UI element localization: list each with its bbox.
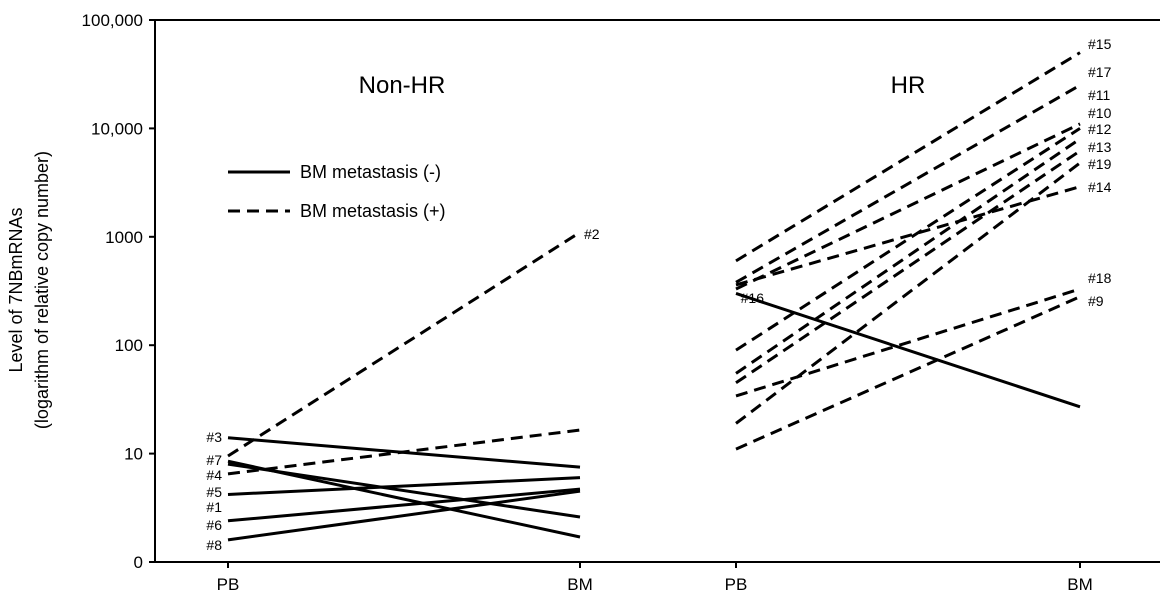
series-label-n13: #13	[1088, 139, 1112, 155]
series-label-n12: #12	[1088, 121, 1112, 137]
series-layer: #2 #3 #7#4#5#1 #6 #8 #16 #15 #17 #11 #10#12 #13#19…	[206, 36, 1111, 553]
series-line-n13	[735, 149, 1081, 385]
series-label-n2: #2	[584, 226, 600, 242]
y-tick-label: 0	[134, 553, 143, 572]
series-line-n12	[735, 137, 1081, 375]
series-label-n14: #14	[1088, 179, 1112, 195]
series-label-n8: #8	[206, 537, 222, 553]
series-label-n11: #11	[1088, 87, 1111, 103]
series-label-n19: #19	[1088, 156, 1112, 172]
series-label-n6: #6	[206, 517, 222, 533]
y-tick-label: 1000	[105, 228, 143, 247]
series-label-n4: #4	[206, 467, 222, 483]
y-axis-title-line-2: (logarithm of relative copy number)	[32, 151, 52, 429]
series-line-n16	[735, 292, 1081, 409]
series-label-n7: #7	[206, 452, 222, 468]
panel-title-non-hr: Non-HR	[359, 72, 446, 99]
y-tick-label: 10,000	[91, 119, 143, 138]
series-line-n4	[227, 462, 581, 519]
series-label-n17: #17	[1088, 64, 1112, 80]
series-line-n17	[735, 83, 1081, 284]
series-label-n16: #16	[741, 290, 765, 306]
series-line-n8	[227, 489, 581, 542]
series-line-n2	[227, 231, 581, 458]
series-label-n18: #18	[1088, 270, 1112, 286]
series-line-n19	[735, 161, 1081, 425]
series-line-n18	[735, 287, 1081, 398]
legend-label-bm-metastasis-positive: BM metastasis (+)	[300, 201, 446, 221]
series-line-n10	[735, 127, 1081, 352]
x-tick-label: BM	[567, 575, 593, 594]
series-line-n1	[227, 476, 581, 496]
series-line-n14	[735, 185, 1081, 287]
series-label-n9: #9	[1088, 293, 1104, 309]
x-tick-label: BM	[1067, 575, 1093, 594]
series-label-n3: #3	[206, 429, 222, 445]
series-line-n11	[735, 122, 1081, 291]
series-line-n6	[227, 487, 581, 523]
y-tick-label: 10	[124, 445, 143, 464]
y-tick-label: 100	[115, 336, 143, 355]
series-line-n9	[735, 295, 1081, 451]
series-label-n5: #5	[206, 484, 222, 500]
series-label-n15: #15	[1088, 36, 1112, 52]
series-label-n10: #10	[1088, 105, 1112, 121]
y-axis-title-line-1: Level of 7NBmRNAs	[6, 207, 26, 372]
y-tick-label: 100,000	[82, 11, 143, 30]
panel-title-hr: HR	[891, 72, 926, 99]
x-tick-label: PB	[725, 575, 748, 594]
legend-label-bm-metastasis-negative: BM metastasis (-)	[300, 162, 441, 182]
axes: 0 10 100 1000 10,000 100,000 PB BM PB BM	[82, 11, 1160, 594]
series-line-n5	[227, 428, 581, 476]
series-line-n15	[735, 51, 1081, 263]
series-label-n1: #1	[206, 499, 222, 515]
legend: BM metastasis (-) BM metastasis (+)	[228, 162, 446, 221]
x-tick-label: PB	[217, 575, 240, 594]
